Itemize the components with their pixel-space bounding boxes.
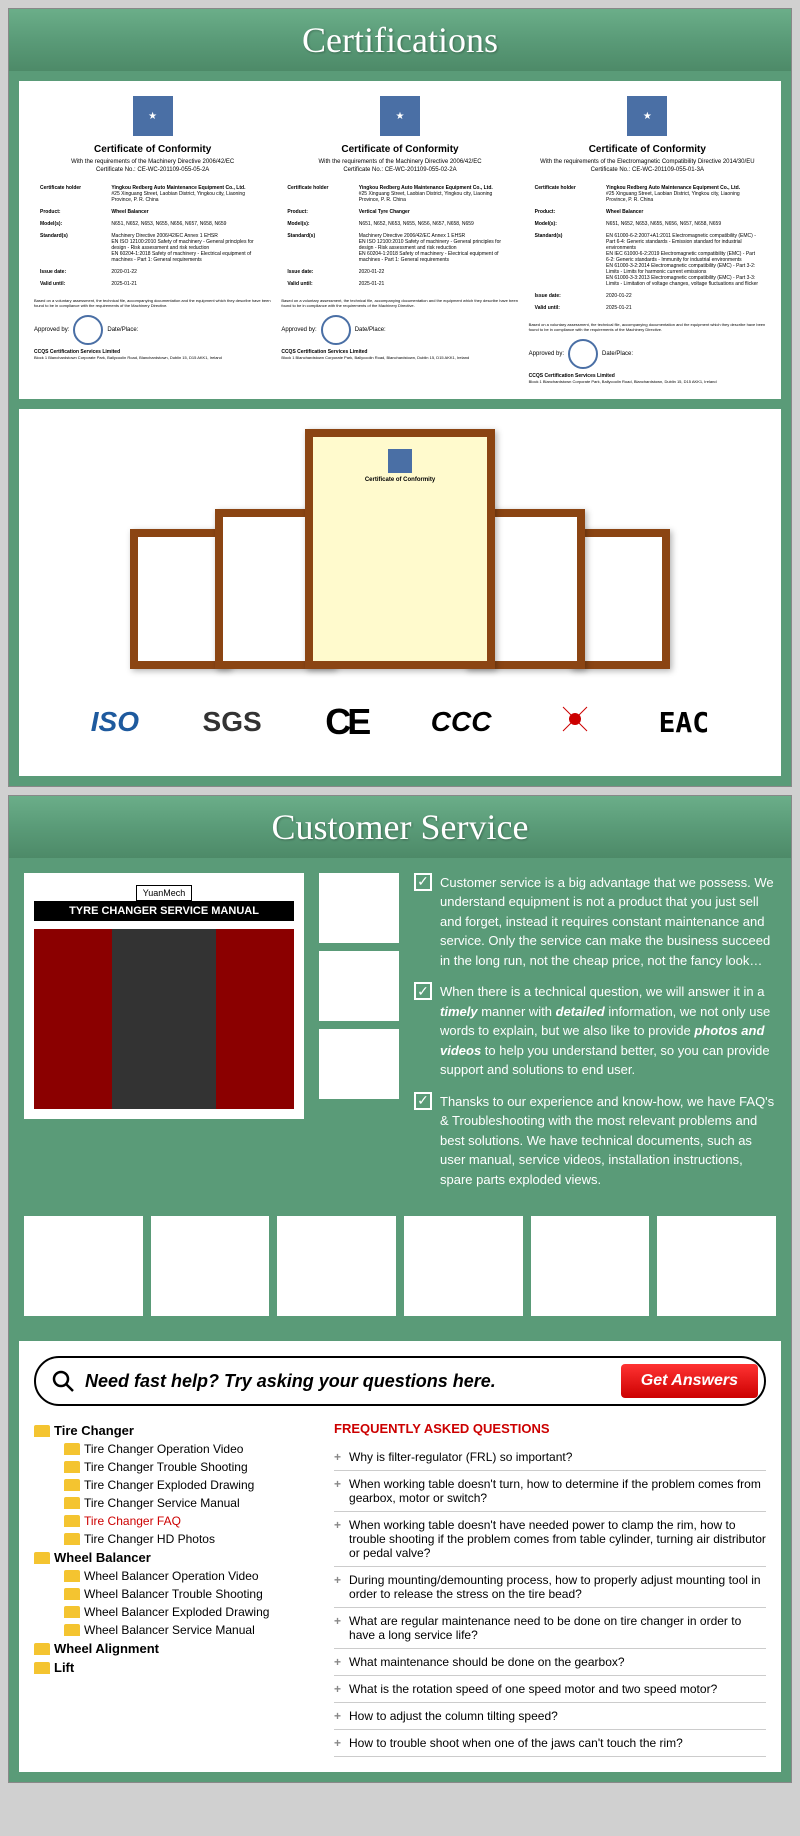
cs-point: ✓Thansks to our experience and know-how,…: [414, 1092, 776, 1190]
doc-page-5: [531, 1216, 650, 1316]
faq-question[interactable]: +During mounting/demounting process, how…: [334, 1567, 766, 1608]
faq-question[interactable]: +When working table doesn't have needed …: [334, 1512, 766, 1567]
tree-item[interactable]: Tire Changer Trouble Shooting: [64, 1458, 314, 1476]
faq-question[interactable]: +How to adjust the column tilting speed?: [334, 1703, 766, 1730]
tree-item[interactable]: Tire Changer HD Photos: [64, 1530, 314, 1548]
tree-folder[interactable]: Lift: [34, 1658, 314, 1677]
customer-service-header: Customer Service: [9, 796, 791, 858]
expand-icon: +: [334, 1736, 341, 1750]
faq-question[interactable]: +What is the rotation speed of one speed…: [334, 1676, 766, 1703]
faq-question[interactable]: +When working table doesn't turn, how to…: [334, 1471, 766, 1512]
folder-icon: [64, 1570, 80, 1582]
faq-question[interactable]: +What are regular maintenance need to be…: [334, 1608, 766, 1649]
service-manual: YuanMech TYRE CHANGER SERVICE MANUAL: [24, 873, 304, 1202]
faq-question[interactable]: +How to trouble shoot when one of the ja…: [334, 1730, 766, 1757]
ce-logo: CE: [325, 701, 367, 743]
faq-section: Need fast help? Try asking your question…: [19, 1341, 781, 1772]
faq-list: FREQUENTLY ASKED QUESTIONS +Why is filte…: [334, 1421, 766, 1757]
folder-icon: [34, 1425, 50, 1437]
folder-icon: [64, 1497, 80, 1509]
certificate: ★ Certificate of Conformity With the req…: [34, 96, 271, 384]
tree-folder[interactable]: Wheel Alignment: [34, 1639, 314, 1658]
search-icon: [51, 1369, 75, 1393]
cs-text-column: ✓Customer service is a big advantage tha…: [414, 873, 776, 1202]
tree-item[interactable]: Wheel Balancer Trouble Shooting: [64, 1585, 314, 1603]
folder-icon: [64, 1479, 80, 1491]
doc-page-1: [24, 1216, 143, 1316]
tree-item[interactable]: Tire Changer Operation Video: [64, 1440, 314, 1458]
cert-logos-row: ISO SGS CE CCC EAC: [39, 689, 761, 756]
cs-point: ✓When there is a technical question, we …: [414, 982, 776, 1080]
tree-item[interactable]: Tire Changer Service Manual: [64, 1494, 314, 1512]
tree-item[interactable]: Tire Changer FAQ: [64, 1512, 314, 1530]
folder-icon: [64, 1588, 80, 1600]
doc-page-3: [277, 1216, 396, 1316]
folder-icon: [34, 1662, 50, 1674]
folder-icon: [64, 1515, 80, 1527]
get-answers-button[interactable]: Get Answers: [621, 1364, 758, 1398]
folder-icon: [34, 1552, 50, 1564]
tree-item[interactable]: Wheel Balancer Service Manual: [64, 1621, 314, 1639]
certifications-section: Certifications ★ Certificate of Conformi…: [8, 8, 792, 787]
faq-columns: Tire ChangerTire Changer Operation Video…: [34, 1421, 766, 1757]
manual-brand: YuanMech: [136, 885, 193, 901]
sgs-logo: SGS: [203, 706, 262, 738]
ccc-logo: CCC: [431, 706, 492, 738]
certificate: ★ Certificate of Conformity With the req…: [529, 96, 766, 384]
part-diagram-3: [319, 1029, 399, 1099]
doc-gallery: [24, 1216, 776, 1316]
tree-item[interactable]: Wheel Balancer Exploded Drawing: [64, 1603, 314, 1621]
manual-title: TYRE CHANGER SERVICE MANUAL: [34, 901, 294, 921]
folder-icon: [34, 1643, 50, 1655]
faq-header: FREQUENTLY ASKED QUESTIONS: [334, 1421, 766, 1436]
part-diagram-2: [319, 951, 399, 1021]
framed-certificates: Certificate of Conformity ISO SGS CE CCC…: [19, 409, 781, 776]
faq-question[interactable]: +What maintenance should be done on the …: [334, 1649, 766, 1676]
customer-service-section: Customer Service YuanMech TYRE CHANGER S…: [8, 795, 792, 1784]
expand-icon: +: [334, 1450, 341, 1464]
expand-icon: +: [334, 1573, 341, 1601]
expand-icon: +: [334, 1477, 341, 1505]
tree-item[interactable]: Wheel Balancer Operation Video: [64, 1567, 314, 1585]
faq-tree: Tire ChangerTire Changer Operation Video…: [34, 1421, 314, 1757]
doc-page-4: [404, 1216, 523, 1316]
manual-cover: YuanMech TYRE CHANGER SERVICE MANUAL: [24, 873, 304, 1119]
folder-icon: [64, 1624, 80, 1636]
iso-logo: ISO: [91, 706, 139, 738]
folder-icon: [64, 1533, 80, 1545]
doc-page-6: [657, 1216, 776, 1316]
cs-body: YuanMech TYRE CHANGER SERVICE MANUAL ✓Cu…: [9, 858, 791, 1332]
tree-item[interactable]: Tire Changer Exploded Drawing: [64, 1476, 314, 1494]
expand-icon: +: [334, 1655, 341, 1669]
doc-page-2: [151, 1216, 270, 1316]
check-icon: ✓: [414, 982, 432, 1000]
eac-logo: EAC: [659, 706, 710, 739]
certificate: ★ Certificate of Conformity With the req…: [281, 96, 518, 384]
certificates-row: ★ Certificate of Conformity With the req…: [19, 81, 781, 399]
cert-frame-5: [570, 529, 670, 669]
check-icon: ✓: [414, 1092, 432, 1110]
tree-folder[interactable]: Tire Changer: [34, 1421, 314, 1440]
cs-point: ✓Customer service is a big advantage tha…: [414, 873, 776, 971]
search-text: Need fast help? Try asking your question…: [85, 1371, 621, 1392]
cs-top-row: YuanMech TYRE CHANGER SERVICE MANUAL ✓Cu…: [24, 873, 776, 1202]
faq-question[interactable]: +Why is filter-regulator (FRL) so import…: [334, 1444, 766, 1471]
expand-icon: +: [334, 1682, 341, 1696]
certifications-header: Certifications: [9, 9, 791, 71]
part-diagram-1: [319, 873, 399, 943]
cert-logo-5: [555, 699, 595, 746]
expand-icon: +: [334, 1709, 341, 1723]
expand-icon: +: [334, 1518, 341, 1560]
expand-icon: +: [334, 1614, 341, 1642]
search-bar[interactable]: Need fast help? Try asking your question…: [34, 1356, 766, 1406]
cert-frame-3: Certificate of Conformity: [305, 429, 495, 669]
folder-icon: [64, 1461, 80, 1473]
check-icon: ✓: [414, 873, 432, 891]
tree-folder[interactable]: Wheel Balancer: [34, 1548, 314, 1567]
tire-changer-image: [34, 929, 294, 1109]
folder-icon: [64, 1443, 80, 1455]
parts-column: [319, 873, 399, 1202]
folder-icon: [64, 1606, 80, 1618]
frames-row: Certificate of Conformity: [39, 429, 761, 669]
